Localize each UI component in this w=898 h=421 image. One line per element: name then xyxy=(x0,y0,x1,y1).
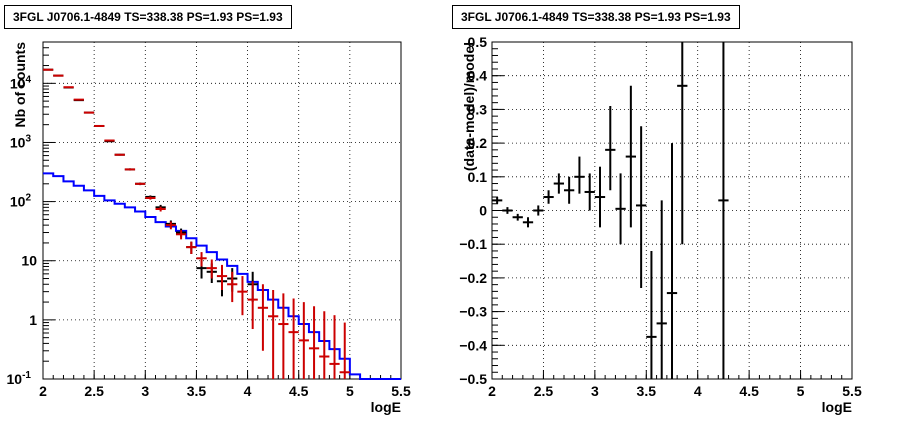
data-point xyxy=(666,143,678,379)
data-point xyxy=(196,252,207,267)
data-point xyxy=(257,284,269,351)
data-point xyxy=(165,221,176,230)
data-point xyxy=(155,206,166,212)
data-point xyxy=(512,213,523,221)
data-point xyxy=(206,259,217,279)
x-tick-label: 2 xyxy=(488,383,496,399)
y-tick-label: −0.1 xyxy=(459,236,487,252)
x-tick-label: 4.5 xyxy=(739,383,759,399)
x-axis-label: logE xyxy=(822,399,852,415)
x-tick-label: 2.5 xyxy=(84,383,104,399)
data-point xyxy=(247,281,258,330)
data-point xyxy=(216,264,228,290)
data-point xyxy=(124,168,136,171)
x-tick-label: 5 xyxy=(346,383,354,399)
y-tick-label: 104 xyxy=(10,74,32,91)
x-tick-label: 4 xyxy=(694,383,702,399)
left-chart-title: 3FGL J0706.1-4849 TS=338.38 PS=1.93 PS=1… xyxy=(4,5,292,29)
x-tick-label: 4 xyxy=(244,383,252,399)
data-point xyxy=(104,139,115,142)
data-point xyxy=(636,126,647,289)
x-tick-label: 2.5 xyxy=(534,383,554,399)
data-point xyxy=(278,293,289,379)
y-tick-label: 0.5 xyxy=(468,34,488,50)
right-chart-title: 3FGL J0706.1-4849 TS=338.38 PS=1.93 PS=1… xyxy=(452,5,740,29)
y-tick-label: −0.4 xyxy=(459,337,487,353)
x-tick-label: 3.5 xyxy=(637,383,657,399)
right-chart-panel: 2 2.5 3 3.5 4 4.5 5 5.5 −0.5 −0.4 −0.3 −0.2 −0.1 0 0.1… xyxy=(459,34,862,415)
x-tick-label: 5 xyxy=(797,383,805,399)
data-point xyxy=(319,311,330,379)
x-tick-label: 4.5 xyxy=(289,383,309,399)
data-point xyxy=(288,298,299,379)
data-point xyxy=(186,241,197,254)
x-tick-label: 3.5 xyxy=(187,383,207,399)
x-axis-label: logE xyxy=(371,399,401,415)
y-tick-label: 0.3 xyxy=(468,101,488,117)
y-tick-label: 0.1 xyxy=(468,169,488,185)
data-point xyxy=(677,42,688,245)
data-point xyxy=(502,207,513,214)
y-tick-label: −0.2 xyxy=(459,270,487,286)
y-tick-label: 0 xyxy=(479,203,487,219)
y-tick-label: 102 xyxy=(10,193,32,210)
data-point xyxy=(492,197,503,204)
y-tick-label: 10-1 xyxy=(7,370,32,387)
data-point xyxy=(543,190,554,204)
data-point xyxy=(533,205,544,216)
data-point xyxy=(145,196,156,200)
data-point xyxy=(339,322,350,379)
data-point xyxy=(656,200,667,379)
data-point xyxy=(594,166,606,228)
data-point xyxy=(718,42,729,379)
data-point xyxy=(522,217,534,228)
y-tick-label: 10 xyxy=(21,253,37,269)
y-axis-label: Nb of counts xyxy=(12,42,28,128)
data-point xyxy=(298,302,309,379)
data-point xyxy=(625,85,636,228)
data-point xyxy=(564,176,575,204)
data-point xyxy=(135,182,146,185)
x-tick-label: 2 xyxy=(39,383,47,399)
data-point xyxy=(615,173,626,245)
y-tick-label: −0.5 xyxy=(459,371,487,387)
x-tick-label: 5.5 xyxy=(842,383,862,399)
y-tick-label: 0.4 xyxy=(468,68,488,84)
data-point xyxy=(584,173,595,211)
x-tick-label: 5.5 xyxy=(391,383,411,399)
y-tick-label: −0.3 xyxy=(459,304,487,320)
data-point xyxy=(574,156,585,194)
data-point xyxy=(114,153,125,156)
data-point xyxy=(175,230,187,240)
left-chart-panel: 2 2.5 3 3.5 4 4.5 5 5.5 10-1 1 10 102 103 104 logE Nb o… xyxy=(7,41,411,415)
y-tick-label: 103 xyxy=(10,133,32,150)
data-point xyxy=(268,289,279,379)
model-step-line xyxy=(43,172,401,380)
data-point xyxy=(329,315,340,379)
data-point xyxy=(605,106,616,191)
x-tick-label: 3 xyxy=(141,383,149,399)
data-point xyxy=(553,173,564,194)
data-point xyxy=(646,250,657,379)
data-point xyxy=(227,271,238,303)
y-tick-label: 1 xyxy=(29,312,37,328)
data-point xyxy=(63,86,74,89)
data-point xyxy=(237,276,248,316)
x-tick-label: 3 xyxy=(591,383,599,399)
y-tick-label: 0.2 xyxy=(468,135,488,151)
data-point xyxy=(308,306,320,379)
plot-frame xyxy=(42,41,402,380)
y-axis-label: (data-model)/model xyxy=(461,42,477,171)
data-point xyxy=(94,124,105,127)
